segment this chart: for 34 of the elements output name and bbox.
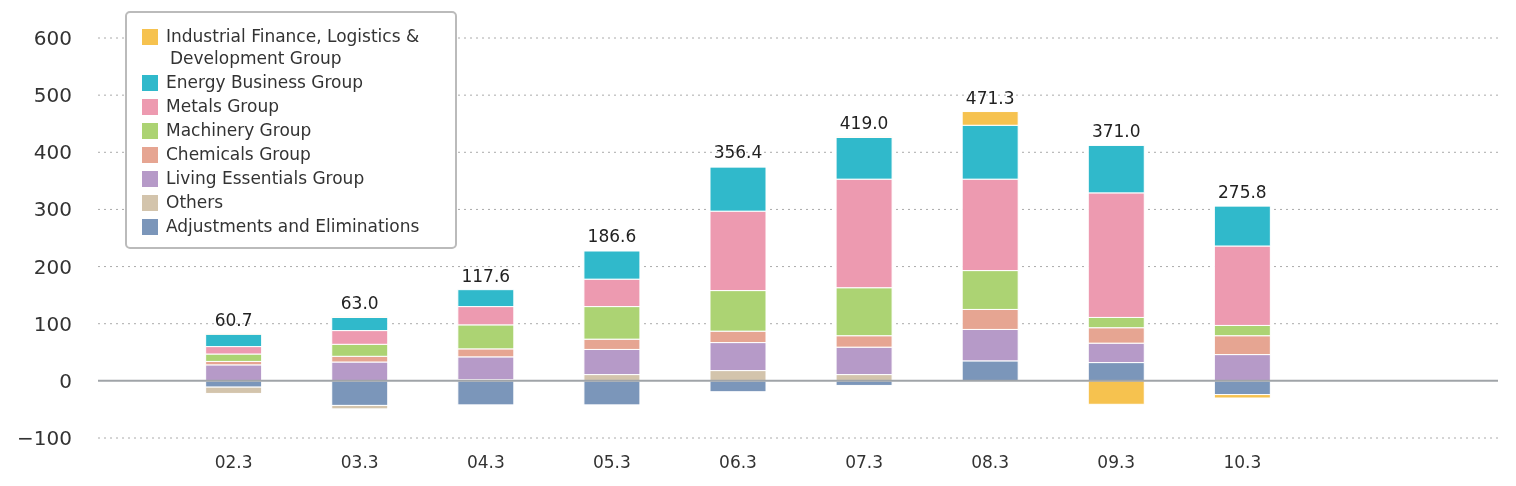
legend-label: Living Essentials Group — [166, 168, 365, 188]
total-label: 356.4 — [713, 142, 763, 163]
legend-label: Industrial Finance, Logistics & Development Group — [166, 26, 420, 68]
y-tick-label: 300 — [33, 197, 72, 222]
x-tick-label: 07.3 — [845, 452, 884, 472]
x-tick-label: 08.3 — [971, 452, 1010, 472]
total-label: 63.0 — [340, 292, 379, 313]
legend-label: Chemicals Group — [166, 144, 311, 164]
total-label: 117.6 — [461, 265, 511, 286]
y-tick-label: 600 — [33, 26, 72, 50]
legend-label: Metals Group — [166, 96, 279, 116]
x-tick-label: 04.3 — [466, 452, 505, 472]
y-tick-label: 100 — [33, 311, 72, 336]
x-tick-label: 03.3 — [340, 452, 379, 472]
x-tick-label: 10.3 — [1223, 452, 1262, 472]
y-tick-label: 200 — [33, 254, 72, 279]
y-tick-label: 500 — [33, 83, 72, 108]
y-tick-label: 0 — [59, 368, 72, 393]
legend-label: Energy Business Group — [166, 72, 364, 92]
legend-label: Adjustments and Eliminations — [166, 216, 420, 236]
x-tick-label: 02.3 — [214, 452, 253, 472]
x-tick-label: 06.3 — [719, 452, 757, 472]
y-tick-label: 400 — [33, 140, 72, 165]
total-label: 60.7 — [214, 309, 253, 330]
total-label: 419.0 — [839, 112, 889, 133]
legend-label: Machinery Group — [166, 120, 312, 140]
total-label: 186.6 — [587, 226, 637, 247]
legend-label: Others — [166, 192, 224, 212]
y-tick-label: −100 — [17, 426, 72, 450]
total-label: 275.8 — [1218, 182, 1267, 203]
x-tick-label: 09.3 — [1097, 452, 1136, 472]
total-label: 371.0 — [1091, 121, 1141, 142]
x-tick-label: 05.3 — [592, 452, 631, 472]
total-label: 471.3 — [965, 87, 1015, 108]
